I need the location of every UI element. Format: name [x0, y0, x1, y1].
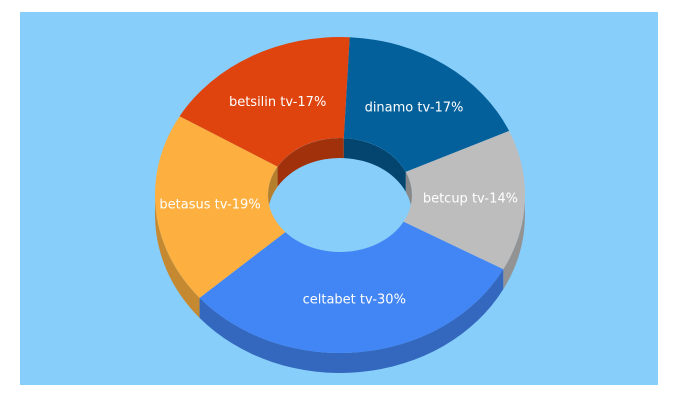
- slice-side: [155, 195, 200, 318]
- data-label: celtabet tv-30%: [303, 292, 406, 307]
- data-label: betasus tv-19%: [159, 197, 260, 212]
- slice-side: [343, 138, 406, 192]
- slice: [343, 37, 510, 172]
- slice: [199, 221, 504, 353]
- slice: [179, 37, 350, 167]
- slice-side: [199, 269, 504, 373]
- data-label: dinamo tv-17%: [365, 101, 464, 116]
- data-label: betcup tv-14%: [423, 191, 518, 206]
- slice-side: [405, 171, 412, 215]
- slice: [403, 130, 525, 270]
- data-label: betsilin tv-17%: [229, 95, 326, 110]
- slice-side: [268, 166, 278, 215]
- slice-side: [277, 138, 344, 187]
- slice-side: [503, 195, 526, 290]
- slice: [154, 116, 286, 298]
